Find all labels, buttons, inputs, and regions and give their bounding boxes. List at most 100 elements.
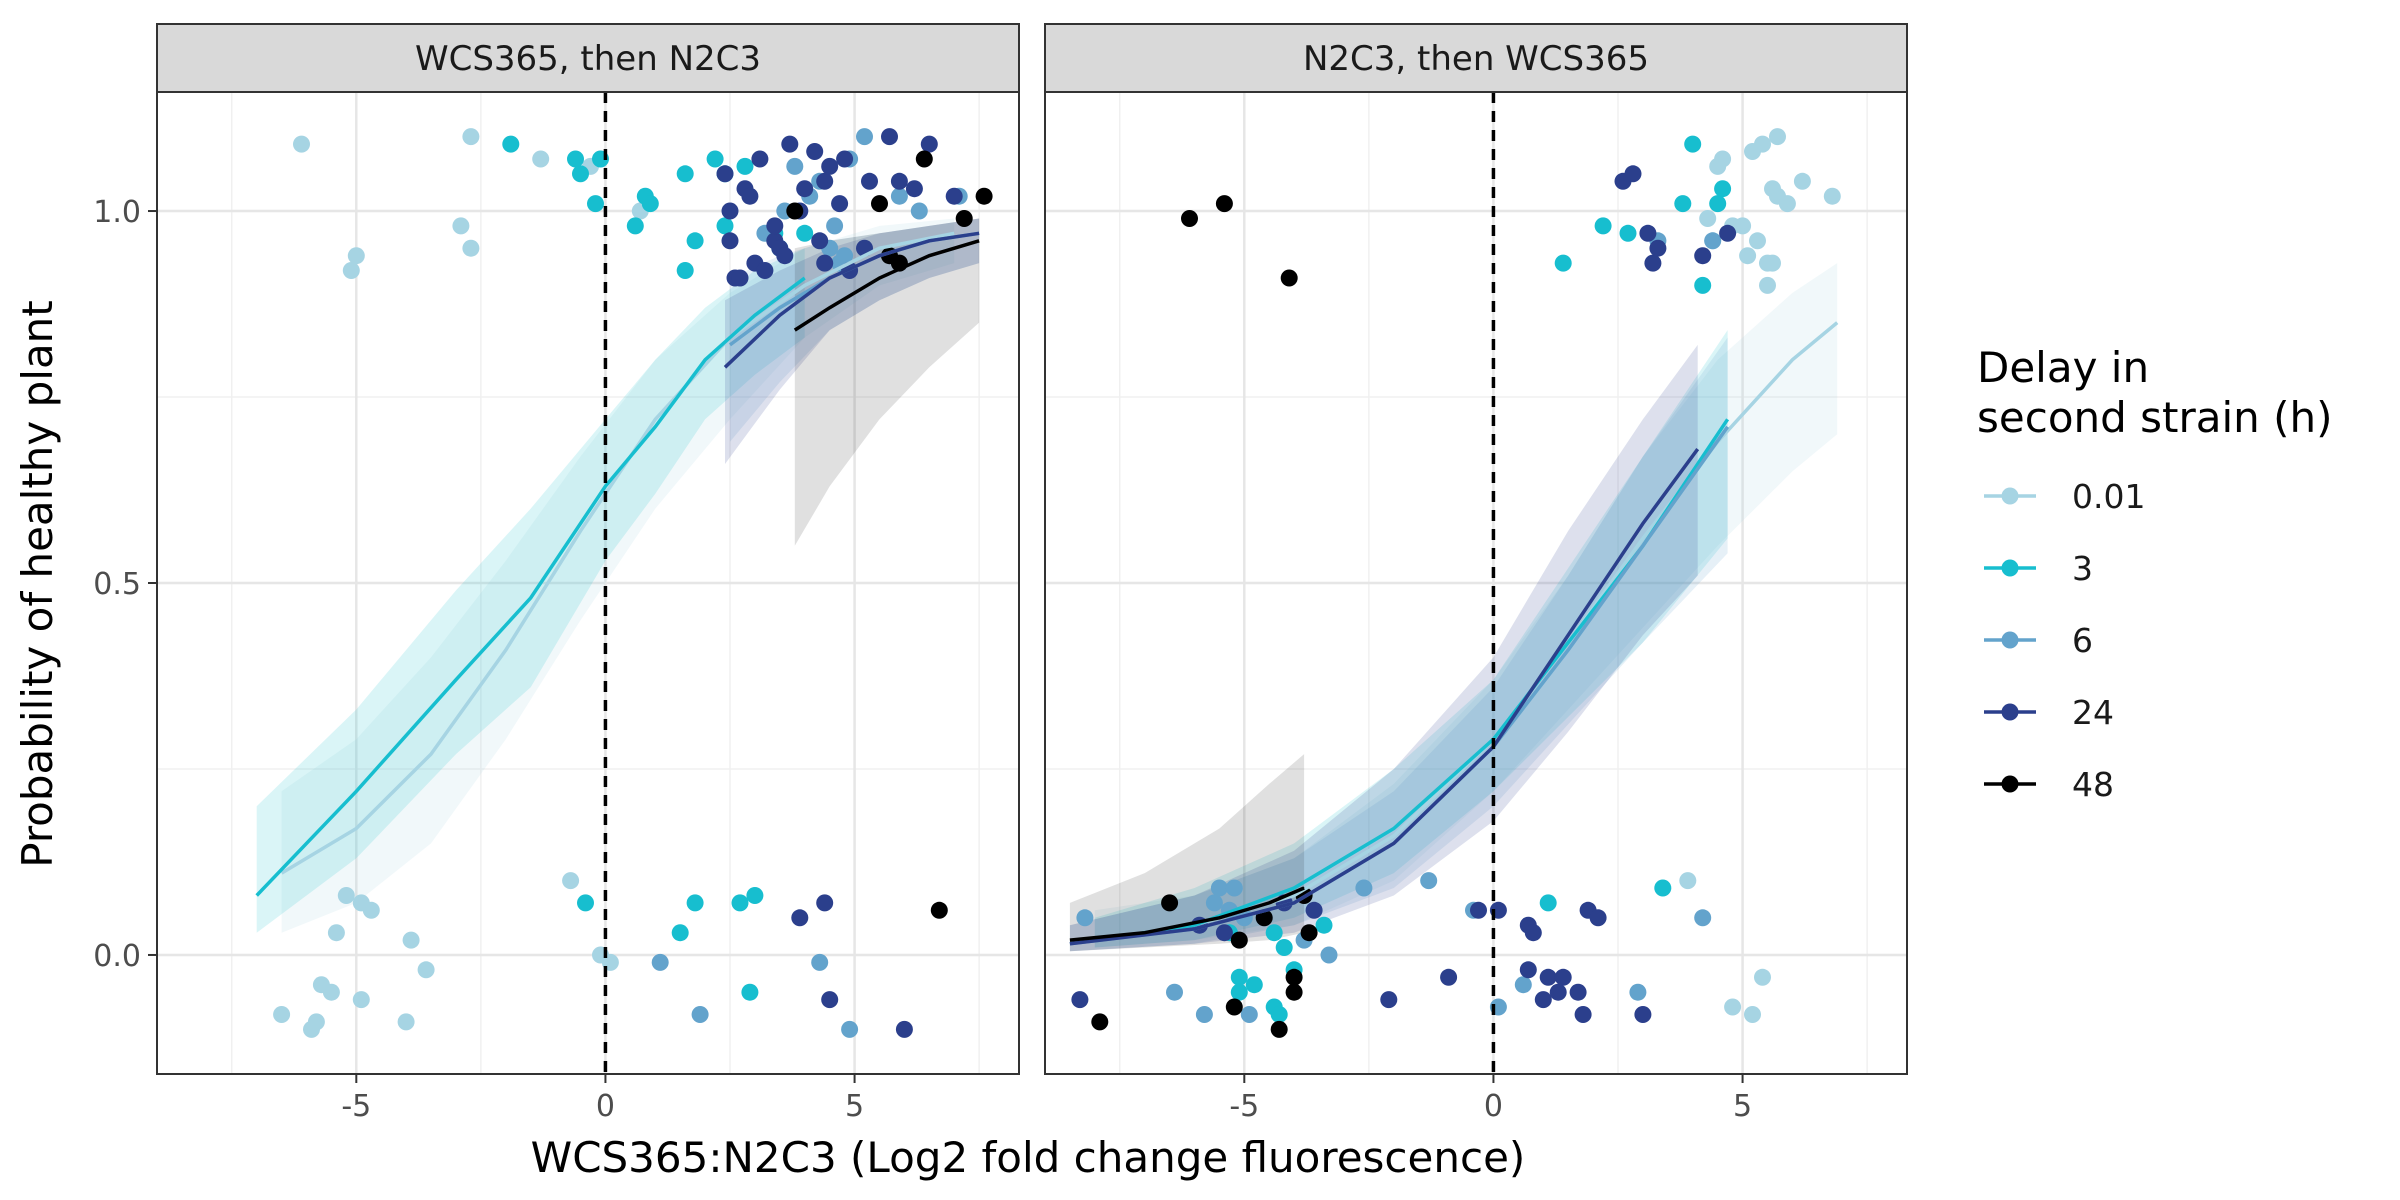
data-point-0.01	[402, 931, 420, 949]
legend-item-3: 3	[1984, 549, 2093, 588]
y-tick-label: 0.5	[93, 567, 141, 602]
data-point-3	[1709, 195, 1727, 213]
data-point-24	[816, 254, 834, 272]
data-point-6	[1210, 879, 1228, 897]
data-point-3	[1245, 976, 1263, 994]
data-point-3	[671, 924, 689, 942]
data-point-48	[975, 187, 993, 205]
data-point-48	[930, 901, 948, 919]
data-point-0.01	[307, 1013, 325, 1031]
fit-line-24	[1069, 448, 1700, 946]
confidence-ribbon-6	[730, 218, 980, 442]
data-point-48	[1280, 269, 1298, 287]
data-point-6	[1225, 879, 1243, 897]
fit-line-48	[793, 239, 980, 332]
data-point-48	[1215, 195, 1233, 213]
data-point-3	[1674, 195, 1692, 213]
confidence-ribbon-24	[725, 218, 980, 464]
data-point-24	[1380, 991, 1398, 1009]
x-tick-label: 0	[596, 1089, 615, 1124]
x-tick-label: 5	[1733, 1089, 1752, 1124]
data-point-24	[751, 150, 769, 168]
data-point-6	[651, 953, 669, 971]
data-point-6	[836, 247, 854, 265]
data-point-24	[781, 135, 799, 153]
fit-line-0.01	[280, 231, 955, 875]
data-point-24	[1305, 901, 1323, 919]
data-point-0.01	[342, 262, 360, 279]
data-point-3	[577, 894, 594, 912]
data-point-3	[746, 887, 764, 904]
data-point-0.01	[362, 901, 380, 919]
data-point-3	[731, 894, 749, 912]
data-point-6	[890, 187, 908, 205]
x-tick-label: -5	[341, 1089, 371, 1124]
data-point-0.01	[327, 924, 345, 942]
data-point-24	[861, 172, 878, 190]
legend-item-6: 6	[1984, 621, 2093, 660]
legend-label: 24	[2072, 693, 2114, 732]
data-point-48	[915, 150, 933, 168]
data-point-24	[716, 165, 734, 183]
data-point-24	[836, 150, 854, 168]
fit-line-24	[723, 231, 980, 369]
data-point-24	[1694, 247, 1712, 265]
data-point-6	[1320, 946, 1338, 964]
data-point-6	[1166, 983, 1183, 1001]
data-point-24	[881, 128, 898, 146]
data-point-48	[1161, 894, 1179, 912]
data-point-48	[1230, 931, 1248, 949]
data-point-24	[821, 157, 839, 175]
data-point-3	[1539, 894, 1557, 912]
data-point-3	[676, 165, 694, 183]
data-point-6	[1076, 909, 1094, 927]
data-point-24	[1440, 968, 1458, 986]
data-point-24	[791, 909, 809, 927]
data-point-6	[1514, 976, 1532, 994]
panel-strip-label: N2C3, then WCS365	[1303, 39, 1649, 79]
data-point-6	[826, 217, 844, 235]
data-point-48	[871, 195, 888, 213]
x-tick-label: 5	[845, 1089, 864, 1124]
data-point-6	[856, 128, 873, 146]
data-point-3	[502, 135, 520, 153]
data-point-24	[1644, 254, 1662, 272]
data-point-6	[786, 157, 804, 175]
data-point-0.01	[462, 128, 480, 146]
data-point-24	[1719, 224, 1737, 242]
data-point-24	[1539, 968, 1557, 986]
data-point-3	[736, 157, 754, 175]
data-point-3	[587, 195, 604, 213]
panel-2: N2C3, then WCS365 -5 0 5	[1044, 23, 1908, 1124]
data-point-24	[1549, 983, 1567, 1001]
confidence-ribbon-6	[1069, 337, 1728, 952]
data-point-6	[691, 1006, 709, 1023]
data-point-0.01	[1769, 128, 1786, 146]
data-point-0.01	[1724, 998, 1742, 1016]
y-tick-label: 1.0	[93, 195, 141, 230]
data-point-24	[905, 180, 923, 198]
data-point-24	[731, 269, 749, 287]
legend-key-point	[2001, 487, 2019, 505]
confidence-ribbon-3	[256, 248, 805, 933]
panel-1: WCS365, then N2C3 -5 0 5 0.0 0.5 1.0	[93, 23, 1020, 1124]
data-point-0.01	[1759, 254, 1776, 272]
data-point-3	[686, 894, 704, 912]
data-point-48	[1270, 1020, 1288, 1038]
data-point-3	[641, 195, 659, 213]
data-point-24	[796, 180, 814, 198]
data-point-24	[1634, 1006, 1652, 1023]
data-point-24	[741, 187, 759, 205]
data-point-0.01	[1699, 210, 1717, 227]
data-point-0.01	[337, 887, 355, 904]
data-point-3	[741, 983, 759, 1001]
data-point-6	[1205, 894, 1223, 912]
data-point-3	[626, 217, 644, 235]
data-point-24	[821, 991, 839, 1009]
confidence-ribbon-0.01	[1094, 263, 1838, 948]
legend-label: 3	[2072, 549, 2093, 588]
data-point-24	[945, 187, 963, 205]
plot-content	[1069, 92, 1841, 1074]
legend-item-0.01: 0.01	[1984, 477, 2145, 516]
data-point-0.01	[1749, 232, 1766, 250]
